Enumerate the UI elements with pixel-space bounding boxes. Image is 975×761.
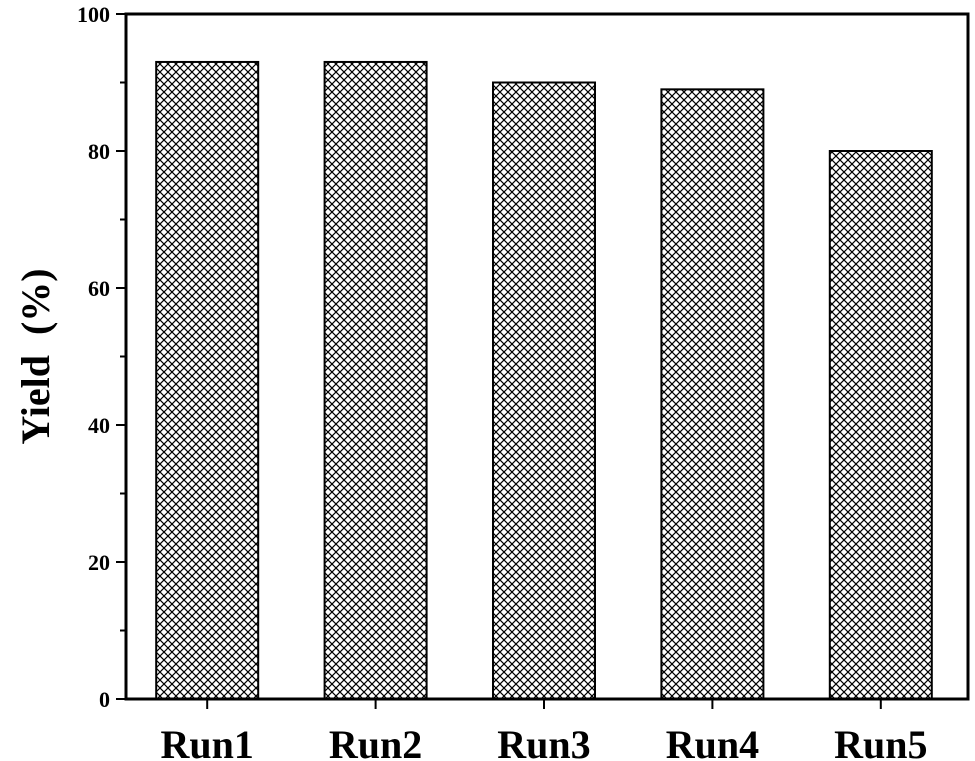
y-axis-title: Yield (%) <box>13 268 58 444</box>
x-tick-label: Run1 <box>161 722 254 761</box>
y-tick-label: 60 <box>88 276 110 301</box>
y-tick-label: 0 <box>99 687 110 712</box>
x-tick-label: Run4 <box>666 722 759 761</box>
bar-run4 <box>660 88 765 701</box>
bar-run2 <box>323 60 428 700</box>
bar-run1 <box>155 60 260 700</box>
plot-frame <box>124 12 970 701</box>
x-tick-label: Run5 <box>834 722 927 761</box>
x-tick-label: Run2 <box>329 722 422 761</box>
y-tick-label: 80 <box>88 139 110 164</box>
bars-group <box>155 60 933 701</box>
bar-run3 <box>492 81 596 700</box>
y-axis: 0 20 40 60 80 100 <box>77 2 126 712</box>
x-axis: Run1 Run2 Run3 Run4 Run5 <box>161 699 927 761</box>
y-tick-label: 40 <box>88 413 110 438</box>
bar-run5 <box>828 150 933 700</box>
x-tick-label: Run3 <box>497 722 590 761</box>
y-tick-label: 20 <box>88 550 110 575</box>
y-tick-label: 100 <box>77 2 110 27</box>
